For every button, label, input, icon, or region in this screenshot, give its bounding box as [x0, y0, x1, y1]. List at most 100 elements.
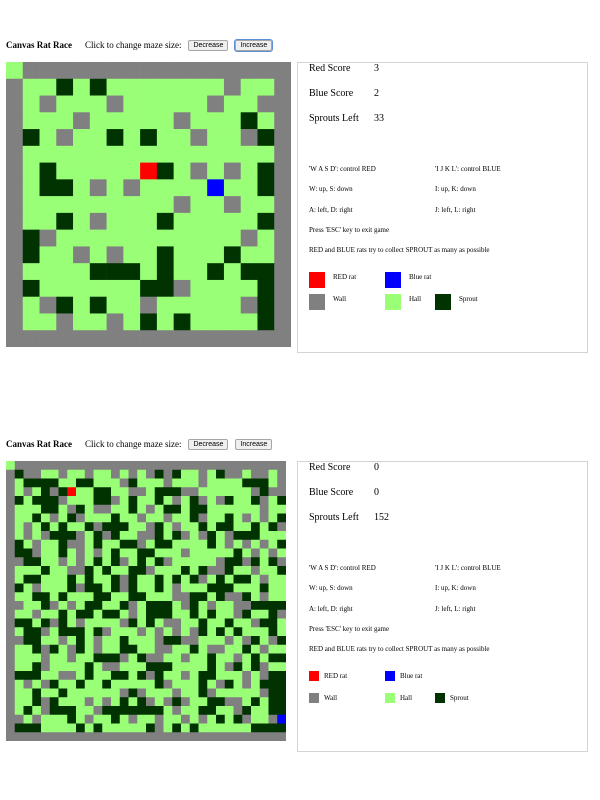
sprout-cell — [93, 653, 103, 663]
hall-cell — [223, 313, 241, 331]
hall-cell — [242, 522, 252, 532]
hall-cell — [49, 714, 59, 724]
hall-cell — [137, 504, 147, 514]
sprout-cell — [89, 296, 107, 314]
wall-cell — [207, 688, 217, 698]
sprout-cell — [242, 706, 252, 716]
hall-cell — [22, 78, 40, 96]
wall-cell — [84, 461, 94, 471]
wall-cell — [242, 671, 252, 681]
hall-cell — [240, 212, 258, 230]
wall-cell — [233, 697, 243, 707]
hall-cell — [207, 313, 225, 331]
sprout-cell — [259, 618, 269, 628]
hall-cell — [119, 496, 129, 506]
hall-cell — [172, 601, 182, 611]
hall-cell — [190, 263, 208, 281]
hall-cell — [172, 478, 182, 488]
wall-cell — [128, 714, 138, 724]
hall-cell — [198, 609, 208, 619]
hall-cell — [128, 636, 138, 646]
sprout-cell — [207, 263, 225, 281]
hall-cell — [23, 513, 33, 523]
hall-cell — [102, 723, 112, 733]
wall-cell — [233, 461, 243, 471]
decrease-button[interactable]: Decrease — [188, 438, 229, 450]
hall-cell — [224, 706, 234, 716]
hall-cell — [56, 229, 74, 247]
hall-cell — [190, 179, 208, 197]
sprout-cell — [67, 706, 77, 716]
sprout-cell — [140, 313, 158, 331]
wall-cell — [22, 330, 40, 347]
hall-cell — [163, 522, 173, 532]
sprout-cell — [216, 583, 226, 593]
wall-cell — [190, 330, 208, 347]
wall-cell — [23, 487, 33, 497]
hall-cell — [111, 566, 121, 576]
sprout-cell — [268, 706, 278, 716]
hall-cell — [49, 469, 59, 479]
hall-cell — [23, 592, 33, 602]
hall-cell — [22, 95, 40, 113]
hall-cell — [119, 627, 129, 637]
hall-cell — [102, 688, 112, 698]
wall-cell — [242, 732, 252, 741]
hall-cell — [58, 723, 68, 733]
wall-cell — [14, 557, 24, 567]
wall-cell — [257, 330, 275, 347]
hall-cell — [49, 539, 59, 549]
hall-cell — [49, 522, 59, 532]
sprout-cell — [224, 566, 234, 576]
wall-cell — [189, 461, 199, 471]
hall-cell — [137, 496, 147, 506]
wall-cell — [207, 62, 225, 80]
hall-cell — [154, 566, 164, 576]
wall-cell — [14, 732, 24, 741]
decrease-button[interactable]: Decrease — [188, 39, 229, 51]
sprout-cell — [268, 723, 278, 733]
increase-button[interactable]: Increase — [235, 438, 273, 450]
hall-cell — [190, 229, 208, 247]
red-rat — [140, 162, 158, 180]
hall-cell — [22, 263, 40, 281]
hall-cell — [140, 78, 158, 96]
blue-score-label: Blue Score — [309, 487, 354, 498]
hall-cell — [146, 557, 156, 567]
sprout-cell — [251, 653, 261, 663]
hall-cell — [23, 609, 33, 619]
wall-cell — [137, 461, 147, 471]
wall-cell — [163, 732, 173, 741]
hall-cell — [67, 609, 77, 619]
wall-cell — [102, 504, 112, 514]
sprout-cell — [93, 627, 103, 637]
sprout-cell — [93, 557, 103, 567]
wall-cell — [6, 644, 16, 654]
hall-cell — [259, 636, 269, 646]
wall-cell — [277, 478, 286, 488]
hall-cell — [137, 469, 147, 479]
wall-cell — [242, 601, 252, 611]
hall-cell — [84, 723, 94, 733]
maze-canvas[interactable] — [6, 461, 286, 741]
hall-cell — [58, 653, 68, 663]
hall-cell — [277, 627, 286, 637]
wall-cell — [6, 539, 16, 549]
increase-button[interactable]: Increase — [234, 38, 274, 52]
hall-cell — [76, 671, 86, 681]
sprout-cell — [154, 601, 164, 611]
hall-cell — [189, 557, 199, 567]
hall-cell — [198, 653, 208, 663]
hall-cell — [189, 583, 199, 593]
wall-cell — [6, 478, 16, 488]
sprout-cell — [189, 601, 199, 611]
sprout-cell — [102, 496, 112, 506]
wall-cell — [190, 129, 208, 147]
sprout-cell — [76, 636, 86, 646]
wall-cell — [259, 504, 269, 514]
sprout-cell — [137, 671, 147, 681]
hall-cell — [181, 706, 191, 716]
maze-canvas[interactable] — [6, 62, 291, 347]
hall-cell — [119, 513, 129, 523]
sprout-cell — [163, 487, 173, 497]
